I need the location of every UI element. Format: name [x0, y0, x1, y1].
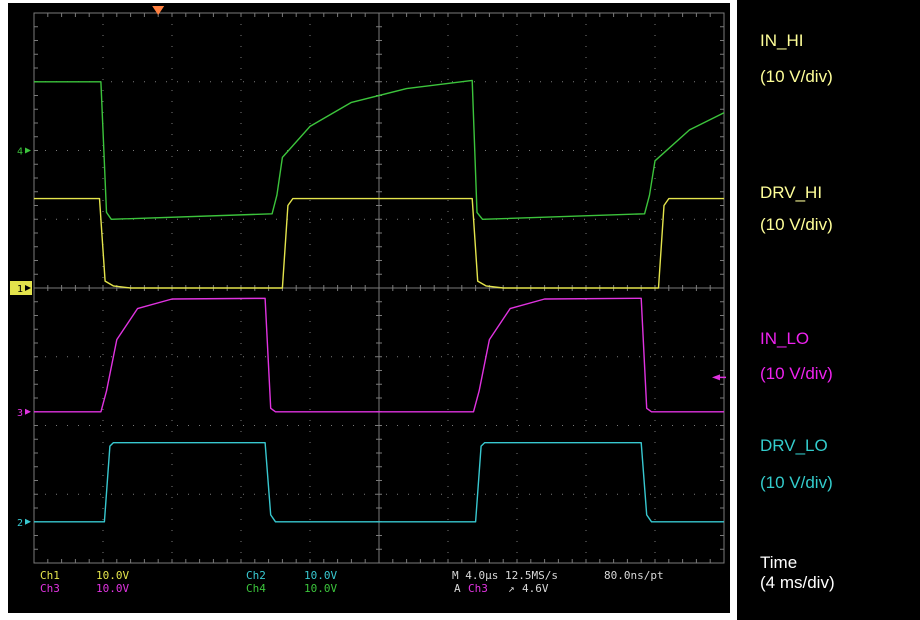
legend-scale-in-lo: (10 V/div): [760, 364, 833, 383]
in-lo-trace: [34, 297, 724, 413]
ground-arrow-icon: [25, 408, 31, 415]
ground-marker-ch1: 1: [17, 284, 23, 295]
resolution-readout: 80.0ns/pt: [604, 569, 664, 582]
legend-scale-drv-lo: (10 V/div): [760, 473, 833, 492]
legend-name-in-hi: IN_HI: [760, 31, 804, 50]
legend-name-drv-lo: DRV_LO: [760, 436, 828, 455]
ground-arrow-icon: [25, 285, 31, 291]
legend-scale-in-hi: (10 V/div): [760, 67, 833, 86]
ground-marker-ch3: 3: [17, 408, 23, 419]
ch2-scale: 10.0V: [304, 569, 338, 582]
channel-legend: IN_HI (10 V/div) DRV_HI (10 V/div) IN_LO…: [737, 0, 920, 620]
drv-lo-trace: [34, 442, 724, 523]
ground-marker-bg-ch1: [10, 281, 32, 295]
ch3-scale: 10.0V: [96, 582, 130, 595]
ch4-scale: 10.0V: [304, 582, 338, 595]
ch4-label: Ch4: [246, 582, 266, 595]
trigger-prefix: A: [454, 582, 461, 595]
timebase-readout: M 4.0µs 12.5MS/s: [452, 569, 558, 582]
in-hi-trace: [34, 79, 725, 220]
waveform-plot: 4 1 3 2: [10, 6, 726, 564]
legend-name-time: Time: [760, 553, 798, 572]
ground-arrow-icon: [25, 147, 31, 154]
ch2-label: Ch2: [246, 569, 266, 582]
legend-name-drv-hi: DRV_HI: [760, 183, 823, 202]
legend-name-in-lo: IN_LO: [760, 329, 810, 348]
ground-marker-ch2: 2: [17, 518, 23, 529]
trigger-channel: Ch3: [468, 582, 488, 595]
ground-marker-ch4: 4: [17, 147, 23, 158]
legend-scale-time: (4 ms/div): [760, 573, 835, 592]
oscilloscope-display: 4 1 3 2 Ch1 10.0V Ch3 10.0V Ch2 10.0V Ch4 1…: [8, 3, 730, 613]
ch1-label: Ch1: [40, 569, 60, 582]
legend-scale-drv-hi: (10 V/div): [760, 215, 833, 234]
trigger-position-icon: [152, 6, 165, 15]
trigger-slope-icon: ↗: [508, 582, 515, 595]
drv-hi-trace: [34, 197, 724, 289]
trigger-level-icon: [712, 374, 720, 381]
ch3-label: Ch3: [40, 582, 60, 595]
ground-arrow-icon: [25, 518, 31, 525]
trigger-level: 4.6V: [522, 582, 549, 595]
ch1-scale: 10.0V: [96, 569, 130, 582]
